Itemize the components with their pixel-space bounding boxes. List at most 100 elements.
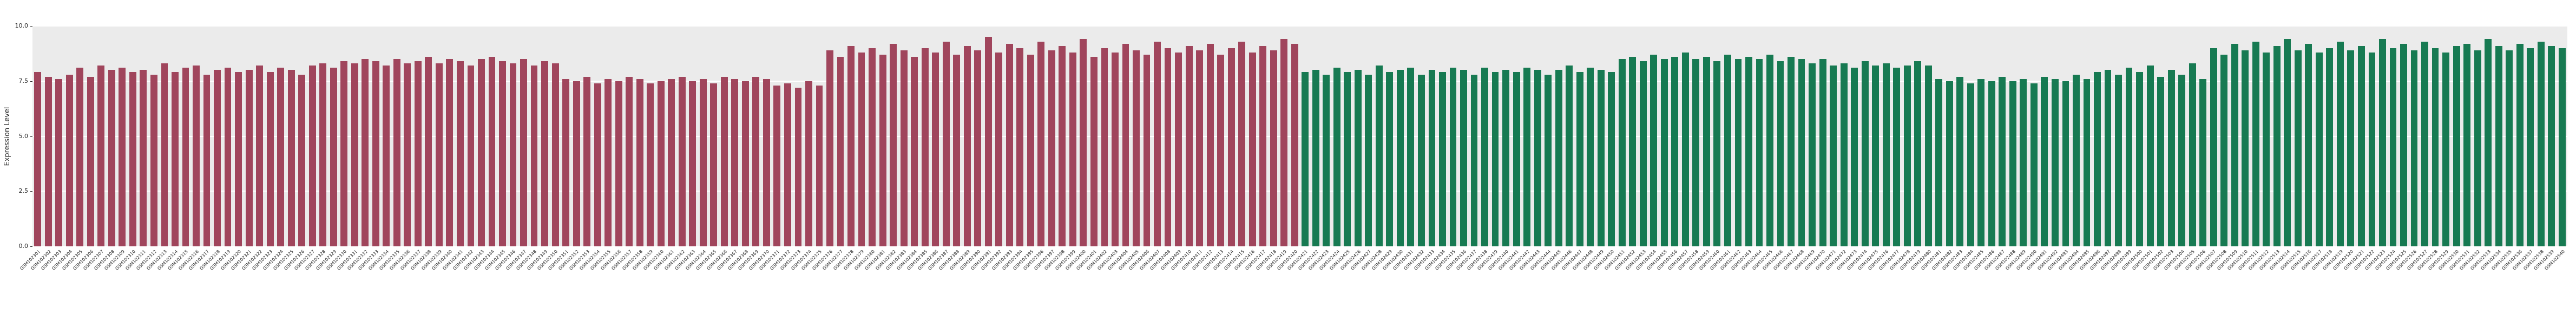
bar (2242, 50, 2249, 246)
bar (573, 81, 580, 246)
bar (995, 52, 1003, 246)
bar (2052, 78, 2059, 246)
bar (2516, 43, 2524, 246)
bar (1851, 68, 1858, 246)
bar (1291, 43, 1298, 246)
bar (1396, 70, 1404, 246)
bar (816, 85, 823, 246)
bar (214, 70, 221, 246)
bar (1259, 45, 1267, 246)
bar (2189, 63, 2196, 246)
bar (1681, 52, 1689, 246)
bar (1154, 41, 1161, 246)
bar (172, 72, 179, 246)
bar (44, 76, 52, 246)
bar (1312, 70, 1319, 246)
bar (65, 74, 73, 246)
bar (2294, 50, 2302, 246)
bar (150, 74, 157, 246)
bar (879, 54, 886, 246)
bar (2336, 41, 2344, 246)
bar (2548, 45, 2555, 246)
bar (478, 59, 485, 246)
bar (2020, 78, 2027, 246)
bar (668, 78, 675, 246)
bar (1999, 76, 2006, 246)
bar (1576, 72, 1583, 246)
bar (161, 63, 168, 246)
bar (2252, 41, 2259, 246)
bar (2210, 48, 2217, 246)
bar (1766, 54, 1773, 246)
bar (1671, 56, 1679, 246)
bar (741, 81, 749, 246)
bar (2506, 50, 2513, 246)
bar (1893, 68, 1901, 246)
bar (2527, 48, 2534, 246)
bar (1016, 48, 1024, 246)
bar (1587, 68, 1594, 246)
bar (1545, 74, 1552, 246)
bar (1344, 72, 1351, 246)
bar (2463, 43, 2471, 246)
bar (657, 81, 665, 246)
bar (298, 74, 306, 246)
bar (1914, 61, 1922, 246)
bar (235, 72, 242, 246)
bar (2495, 45, 2502, 246)
bar (2368, 52, 2376, 246)
bar (2537, 41, 2545, 246)
bar (984, 37, 992, 246)
bar (1713, 61, 1721, 246)
bar (1449, 68, 1457, 246)
gridline (32, 246, 2567, 247)
bar (87, 76, 94, 246)
bar (488, 56, 496, 246)
bar (2199, 78, 2207, 246)
y-tick-mark (30, 26, 32, 27)
bar (2485, 39, 2492, 246)
bar (1650, 54, 1658, 246)
bar (1660, 59, 1668, 246)
bar (245, 70, 253, 246)
bar (826, 50, 833, 246)
bar (1333, 68, 1340, 246)
bar (224, 68, 232, 246)
bar (2453, 45, 2460, 246)
gridline (32, 80, 2567, 82)
bar (1006, 43, 1013, 246)
bar (351, 63, 358, 246)
bar (1534, 70, 1541, 246)
bar (837, 56, 844, 246)
bar (2432, 48, 2439, 246)
bar (193, 66, 200, 246)
bar (499, 61, 506, 246)
bar (1629, 56, 1637, 246)
bar (1069, 52, 1076, 246)
plot-area (32, 25, 2567, 247)
y-tick-mark (30, 246, 32, 247)
bar (1227, 48, 1235, 246)
bar (2379, 39, 2386, 246)
bar (699, 78, 707, 246)
bar (911, 56, 918, 246)
bar (900, 50, 908, 246)
bar (2474, 50, 2481, 246)
bar (2083, 78, 2091, 246)
bar (678, 76, 686, 246)
bar (340, 61, 348, 246)
bar (1956, 76, 1964, 246)
bar (425, 56, 432, 246)
bar (34, 72, 42, 246)
bar (2558, 48, 2566, 246)
bar (2220, 54, 2228, 246)
bar (404, 63, 411, 246)
bar (203, 74, 211, 246)
bar (1418, 74, 1425, 246)
bar (1555, 70, 1562, 246)
bar (1745, 56, 1752, 246)
bar (1439, 72, 1446, 246)
bar (55, 78, 63, 246)
bar (530, 66, 538, 246)
